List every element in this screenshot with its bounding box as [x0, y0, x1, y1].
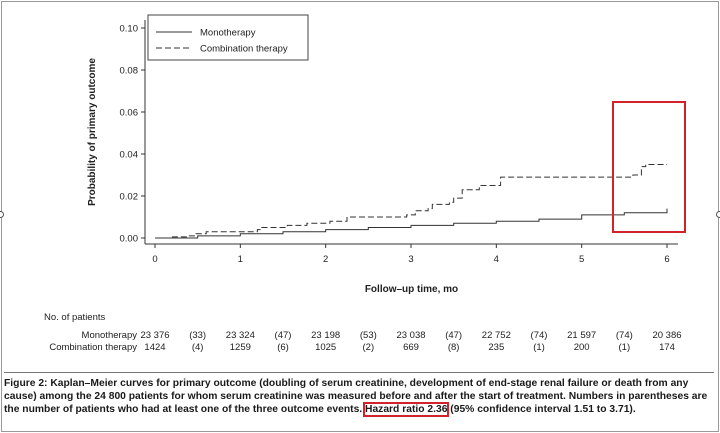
- risk-cell: 21 597: [567, 330, 597, 341]
- hazard-ratio-highlight: Hazard ratio 2.36: [363, 402, 450, 418]
- y-axis-label: Probability of primary outcome: [87, 58, 98, 206]
- caption-text-2: (95% confidence interval 1.51 to 3.71).: [447, 404, 636, 416]
- caption-text-1: Figure 2: Kaplan–Meier curves for primar…: [4, 378, 708, 416]
- x-tick-label: 3: [408, 254, 413, 265]
- risk-cell: (47): [445, 330, 463, 341]
- series-line-monotherapy: [155, 208, 668, 239]
- x-axis-label: Follow–up time, mo: [365, 284, 458, 295]
- y-tick-label: 0.02: [120, 192, 139, 203]
- x-tick-label: 6: [664, 254, 669, 265]
- risk-cell: (74): [530, 330, 548, 341]
- risk-cell: 235: [488, 342, 505, 353]
- risk-cell: (47): [274, 330, 292, 341]
- x-tick-label: 2: [323, 254, 328, 265]
- x-tick-label: 4: [494, 254, 499, 265]
- risk-cell: 22 752: [481, 330, 511, 341]
- risk-cell: 174: [659, 342, 675, 353]
- x-tick-label: 1: [238, 254, 243, 265]
- risk-cell: (8): [447, 342, 460, 353]
- risk-cell: (2): [362, 342, 375, 353]
- resize-handle-right[interactable]: [716, 211, 720, 218]
- risk-cell: 1025: [315, 342, 337, 353]
- risk-cell: (1): [533, 342, 545, 353]
- risk-cell: (53): [359, 330, 377, 341]
- risk-cell: 1259: [229, 342, 251, 353]
- x-tick-label: 0: [152, 254, 157, 265]
- series-line-combination: [155, 164, 667, 239]
- risk-cell: 200: [573, 342, 590, 353]
- risk-cell: (33): [189, 330, 207, 341]
- risk-cell: 23 376: [140, 330, 170, 341]
- risk-cell: 1424: [144, 342, 166, 353]
- y-tick-label: 0.08: [120, 66, 139, 77]
- caption-divider: [4, 372, 714, 373]
- resize-handle-left[interactable]: [0, 211, 4, 218]
- legend-label: Combination therapy: [200, 44, 288, 55]
- risk-cell: (4): [191, 342, 204, 353]
- risk-row-label: Combination therapy: [49, 342, 137, 353]
- figure-caption: Figure 2: Kaplan–Meier curves for primar…: [4, 377, 720, 418]
- risk-cell: 23 198: [311, 330, 341, 341]
- y-tick-label: 0.04: [120, 150, 139, 161]
- risk-cell: 669: [403, 342, 419, 353]
- risk-cell: 23 038: [396, 330, 426, 341]
- tail-highlight-box: [612, 101, 686, 233]
- km-chart: 0.00 0.02 0.04 0.06 0.08 0.10 0 1 2 3 4 5 6 Follow–up…: [87, 14, 686, 295]
- y-tick-label: 0.06: [120, 108, 139, 119]
- risk-cell: 20 386: [652, 330, 682, 341]
- risk-cell: (6): [277, 342, 289, 353]
- risk-table-header: No. of patients: [44, 312, 106, 323]
- risk-cell: (74): [615, 330, 633, 341]
- legend-box: [147, 14, 309, 61]
- risk-row-label: Monotherapy: [81, 330, 137, 341]
- y-tick-label: 0.00: [120, 234, 139, 245]
- y-tick-label: 0.10: [120, 24, 139, 35]
- x-tick-label: 5: [579, 254, 584, 265]
- risk-cell: (1): [618, 342, 631, 353]
- legend-label: Monotherapy: [200, 28, 256, 39]
- risk-cell: 23 324: [225, 330, 255, 341]
